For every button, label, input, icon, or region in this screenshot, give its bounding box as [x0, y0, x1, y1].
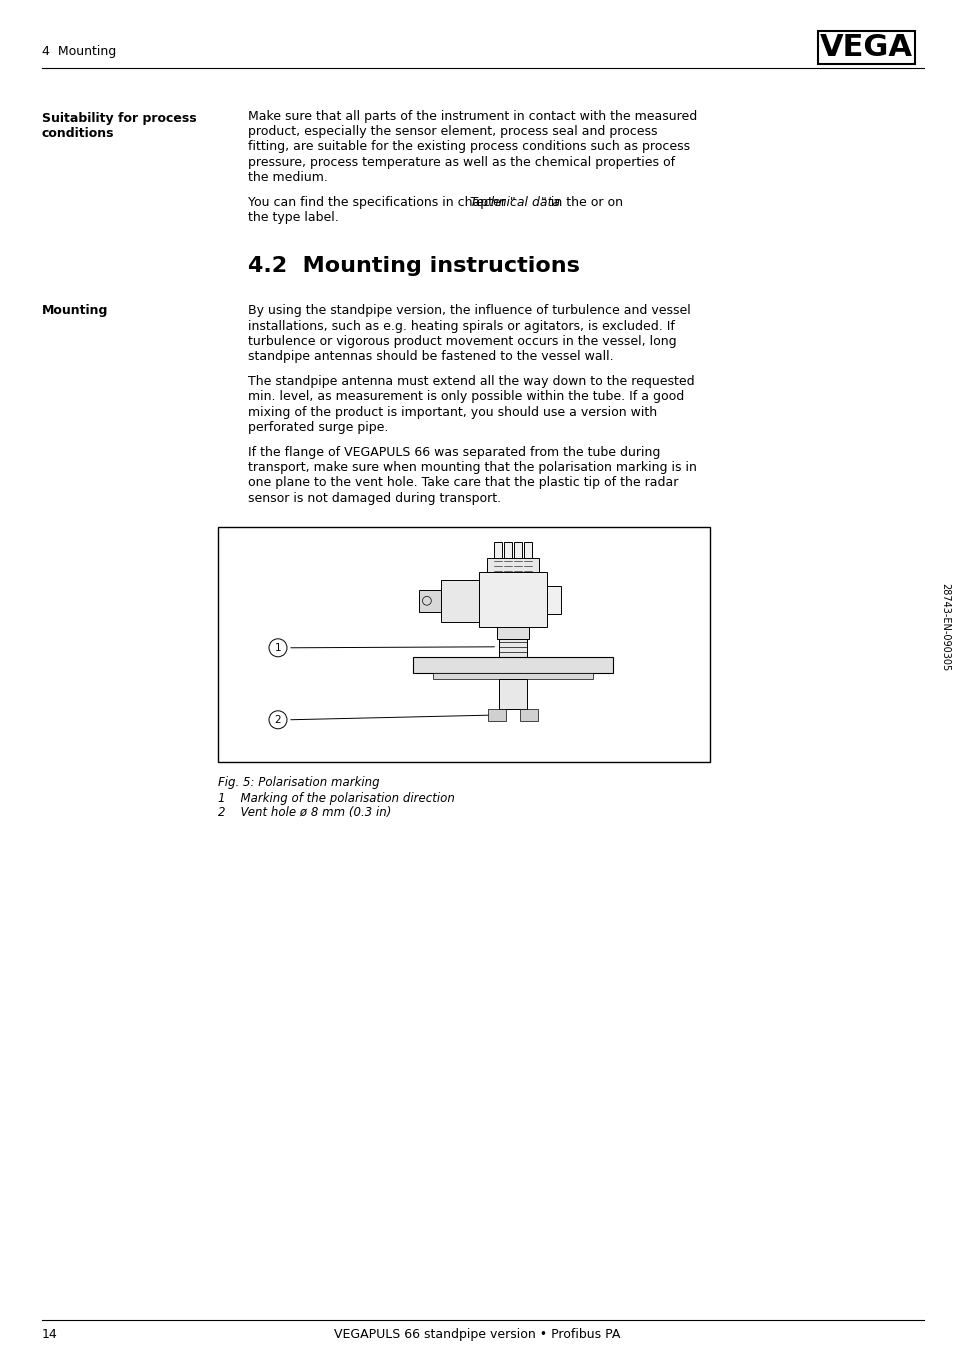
- Bar: [498, 678, 527, 708]
- Bar: [519, 708, 537, 720]
- Bar: [433, 673, 593, 678]
- Text: Fig. 5: Polarisation marking: Fig. 5: Polarisation marking: [218, 776, 379, 789]
- Text: If the flange of VEGAPULS 66 was separated from the tube during: If the flange of VEGAPULS 66 was separat…: [248, 445, 659, 459]
- Text: 4.2  Mounting instructions: 4.2 Mounting instructions: [248, 256, 579, 276]
- Text: 14: 14: [42, 1328, 58, 1340]
- Text: the type label.: the type label.: [248, 211, 338, 225]
- Text: product, especially the sensor element, process seal and process: product, especially the sensor element, …: [248, 125, 657, 138]
- Text: VEGA: VEGA: [821, 34, 914, 64]
- Text: conditions: conditions: [42, 127, 114, 141]
- Text: mixing of the product is important, you should use a version with: mixing of the product is important, you …: [248, 406, 657, 418]
- Text: By using the standpipe version, the influence of turbulence and vessel: By using the standpipe version, the infl…: [248, 305, 690, 317]
- Text: VEGAPULS 66 standpipe version • Profibus PA: VEGAPULS 66 standpipe version • Profibus…: [334, 1328, 619, 1340]
- Text: standpipe antennas should be fastened to the vessel wall.: standpipe antennas should be fastened to…: [248, 349, 613, 363]
- Text: VEGA: VEGA: [818, 31, 910, 61]
- Text: one plane to the vent hole. Take care that the plastic tip of the radar: one plane to the vent hole. Take care th…: [248, 477, 678, 489]
- Text: installations, such as e.g. heating spirals or agitators, is excluded. If: installations, such as e.g. heating spir…: [248, 320, 674, 333]
- Text: VEGA: VEGA: [820, 35, 912, 64]
- Bar: [514, 542, 521, 558]
- Bar: [547, 586, 560, 613]
- Bar: [218, 527, 709, 762]
- Text: You can find the specifications in chapter ": You can find the specifications in chapt…: [248, 196, 516, 209]
- Bar: [815, 24, 935, 66]
- Bar: [497, 627, 529, 639]
- Text: Mounting: Mounting: [42, 305, 109, 317]
- Text: VEGA: VEGA: [821, 31, 914, 61]
- Bar: [413, 657, 613, 673]
- Bar: [440, 580, 478, 621]
- Text: 1    Marking of the polarisation direction: 1 Marking of the polarisation direction: [218, 792, 455, 804]
- Text: fitting, are suitable for the existing process conditions such as process: fitting, are suitable for the existing p…: [248, 141, 689, 153]
- Text: pressure, process temperature as well as the chemical properties of: pressure, process temperature as well as…: [248, 156, 675, 169]
- Text: the medium.: the medium.: [248, 171, 328, 184]
- Bar: [488, 708, 506, 720]
- Text: 28743-EN-090305: 28743-EN-090305: [939, 582, 949, 672]
- Text: VEGA: VEGA: [817, 32, 910, 62]
- Text: VEGA: VEGA: [821, 32, 914, 62]
- Text: The standpipe antenna must extend all the way down to the requested: The standpipe antenna must extend all th…: [248, 375, 694, 389]
- Text: VEGA: VEGA: [820, 32, 912, 62]
- Bar: [478, 571, 547, 627]
- Text: " in the or on: " in the or on: [540, 196, 622, 209]
- Text: VEGA: VEGA: [818, 34, 910, 64]
- Text: VEGA: VEGA: [820, 31, 912, 60]
- Text: 4  Mounting: 4 Mounting: [42, 45, 116, 58]
- Text: Make sure that all parts of the instrument in contact with the measured: Make sure that all parts of the instrume…: [248, 110, 697, 123]
- Text: transport, make sure when mounting that the polarisation marking is in: transport, make sure when mounting that …: [248, 462, 696, 474]
- Text: turbulence or vigorous product movement occurs in the vessel, long: turbulence or vigorous product movement …: [248, 334, 676, 348]
- Bar: [498, 639, 527, 657]
- Bar: [523, 542, 532, 558]
- Text: Suitability for process: Suitability for process: [42, 112, 196, 125]
- Text: perforated surge pipe.: perforated surge pipe.: [248, 421, 388, 433]
- Bar: [504, 542, 512, 558]
- Text: min. level, as measurement is only possible within the tube. If a good: min. level, as measurement is only possi…: [248, 390, 683, 403]
- Text: sensor is not damaged during transport.: sensor is not damaged during transport.: [248, 492, 500, 505]
- Bar: [487, 558, 538, 571]
- Text: 2: 2: [274, 715, 281, 724]
- Bar: [418, 590, 440, 612]
- Text: 1: 1: [274, 643, 281, 653]
- Text: 2    Vent hole ø 8 mm (0.3 in): 2 Vent hole ø 8 mm (0.3 in): [218, 806, 391, 819]
- Text: Technical data: Technical data: [470, 196, 559, 209]
- Bar: [494, 542, 501, 558]
